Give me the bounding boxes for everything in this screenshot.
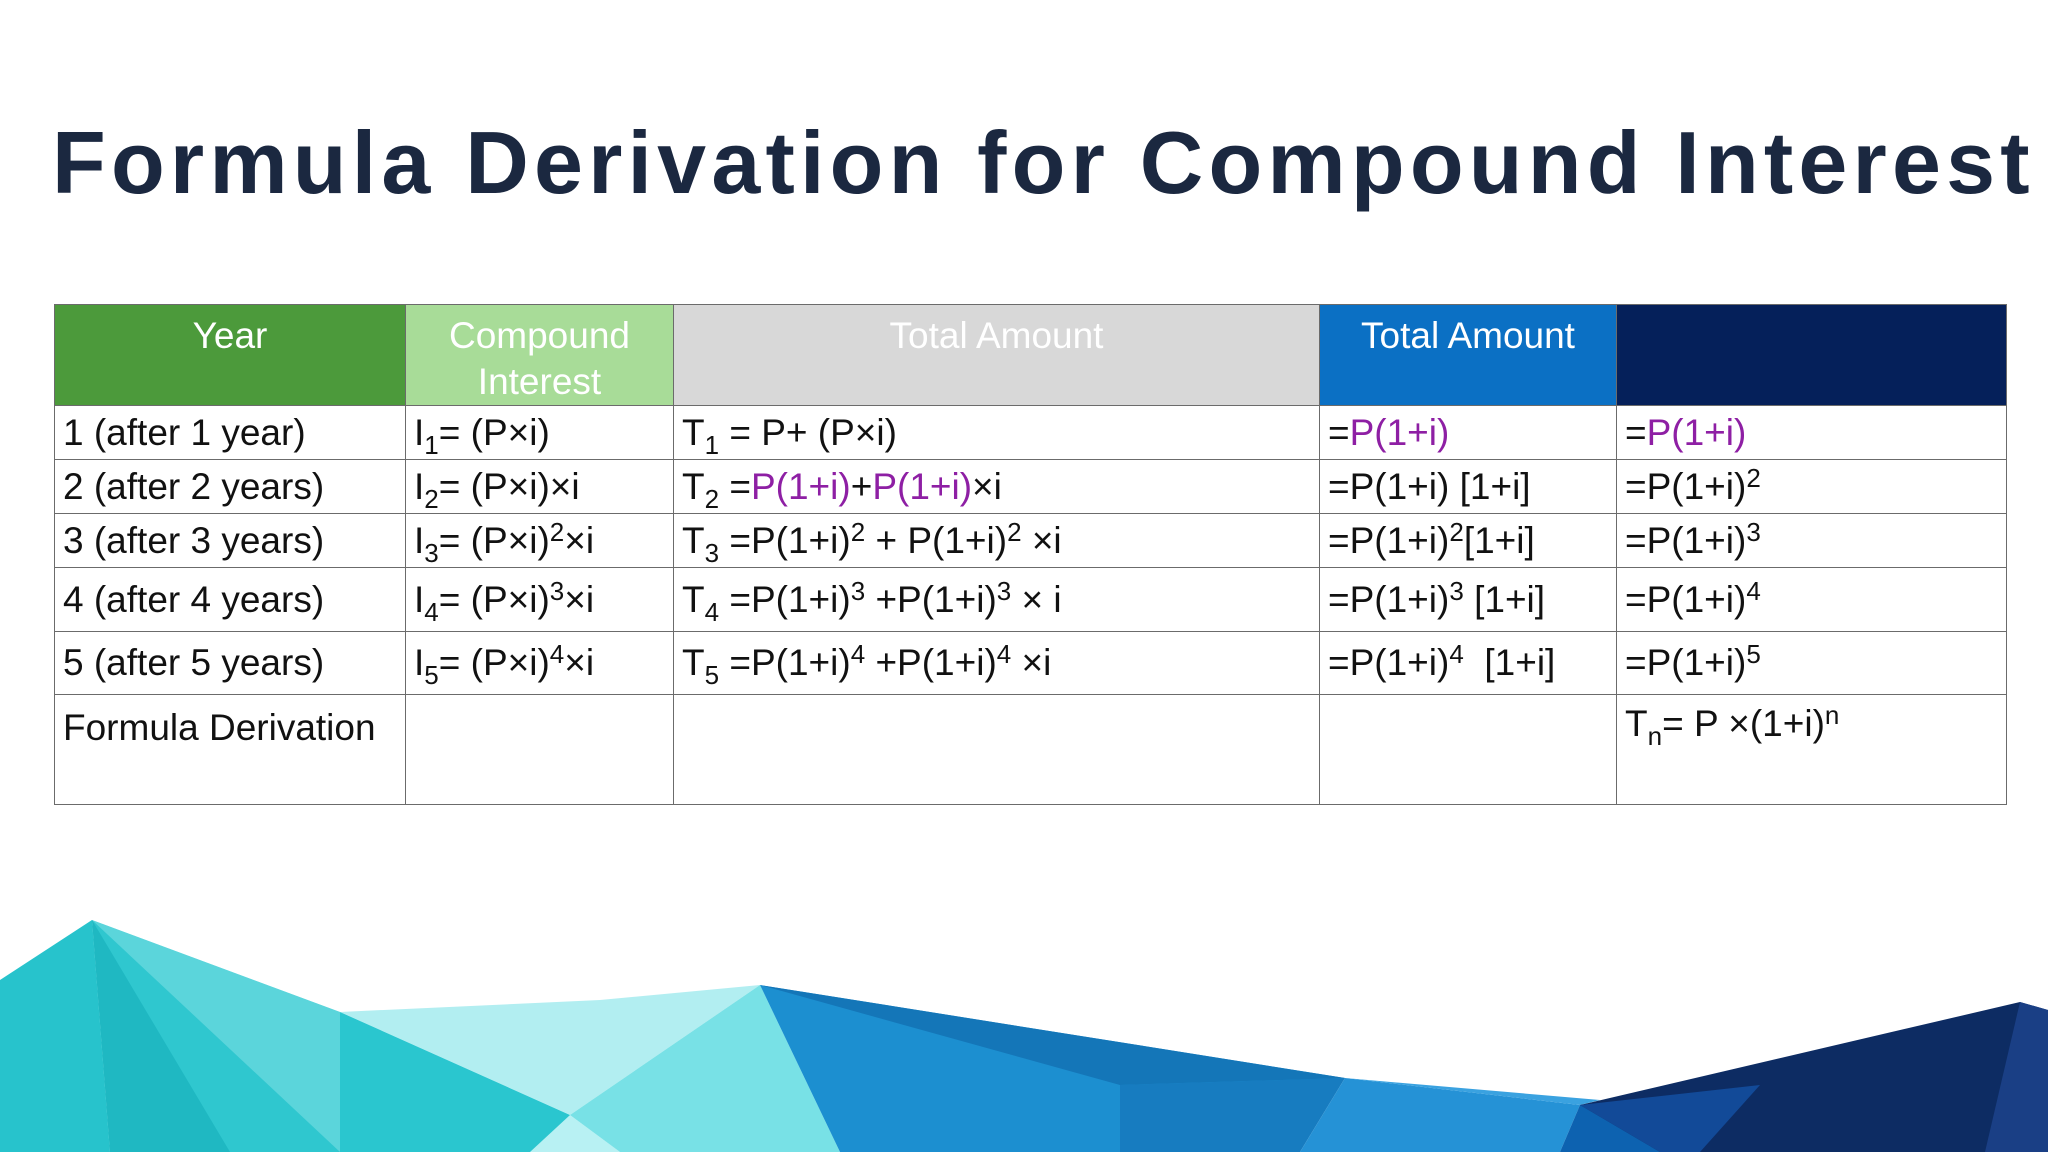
result-cell: =P(1+i) [1616,405,2007,460]
year-cell: 4 (after 4 years) [54,567,406,632]
year-cell: 2 (after 2 years) [54,459,406,514]
table-row: 1 (after 1 year) I1= (P×i) T1 = P+ (P×i)… [54,405,2007,460]
table-row: 4 (after 4 years) I4= (P×i)3×i T4 =P(1+i… [54,567,2007,632]
table-row: 3 (after 3 years) I3= (P×i)2×i T3 =P(1+i… [54,513,2007,568]
total-amount-cell: T5 =P(1+i)4 +P(1+i)4 ×i [673,631,1320,695]
formula-row: Formula Derivation Tn= P ×(1+i)n [54,694,2007,805]
slide-title: Formula Derivation for Compound Interest [52,113,2035,212]
compound-interest-cell: I5= (P×i)4×i [405,631,674,695]
empty-cell [405,694,674,805]
header-year: Year [54,304,406,406]
formula-table: Year Compound Interest Total Amount Tota… [54,304,2007,805]
total-amount-2-cell: =P(1+i)3 [1+i] [1319,567,1617,632]
compound-interest-cell: I1= (P×i) [405,405,674,460]
header-compound-interest: Compound Interest [405,304,674,406]
general-formula-cell: Tn= P ×(1+i)n [1616,694,2007,805]
compound-interest-cell: I4= (P×i)3×i [405,567,674,632]
header-blank [1616,304,2007,406]
empty-cell [673,694,1320,805]
result-cell: =P(1+i)4 [1616,567,2007,632]
header-row: Year Compound Interest Total Amount Tota… [54,304,2007,406]
total-amount-2-cell: =P(1+i)2[1+i] [1319,513,1617,568]
year-cell: 1 (after 1 year) [54,405,406,460]
total-amount-cell: T3 =P(1+i)2 + P(1+i)2 ×i [673,513,1320,568]
total-amount-2-cell: =P(1+i)4 [1+i] [1319,631,1617,695]
total-amount-2-cell: =P(1+i) [1+i] [1319,459,1617,514]
header-total-amount-2: Total Amount [1319,304,1617,406]
total-amount-cell: T4 =P(1+i)3 +P(1+i)3 × i [673,567,1320,632]
result-cell: =P(1+i)5 [1616,631,2007,695]
year-cell: 5 (after 5 years) [54,631,406,695]
result-cell: =P(1+i)2 [1616,459,2007,514]
total-amount-2-cell: =P(1+i) [1319,405,1617,460]
compound-interest-cell: I3= (P×i)2×i [405,513,674,568]
header-total-amount: Total Amount [673,304,1320,406]
table-row: 5 (after 5 years) I5= (P×i)4×i T5 =P(1+i… [54,631,2007,695]
result-cell: =P(1+i)3 [1616,513,2007,568]
empty-cell [1319,694,1617,805]
year-cell: 3 (after 3 years) [54,513,406,568]
total-amount-cell: T1 = P+ (P×i) [673,405,1320,460]
formula-derivation-label: Formula Derivation [54,694,406,805]
table-row: 2 (after 2 years) I2= (P×i)×i T2 =P(1+i)… [54,459,2007,514]
total-amount-cell: T2 =P(1+i)+P(1+i)×i [673,459,1320,514]
compound-interest-cell: I2= (P×i)×i [405,459,674,514]
